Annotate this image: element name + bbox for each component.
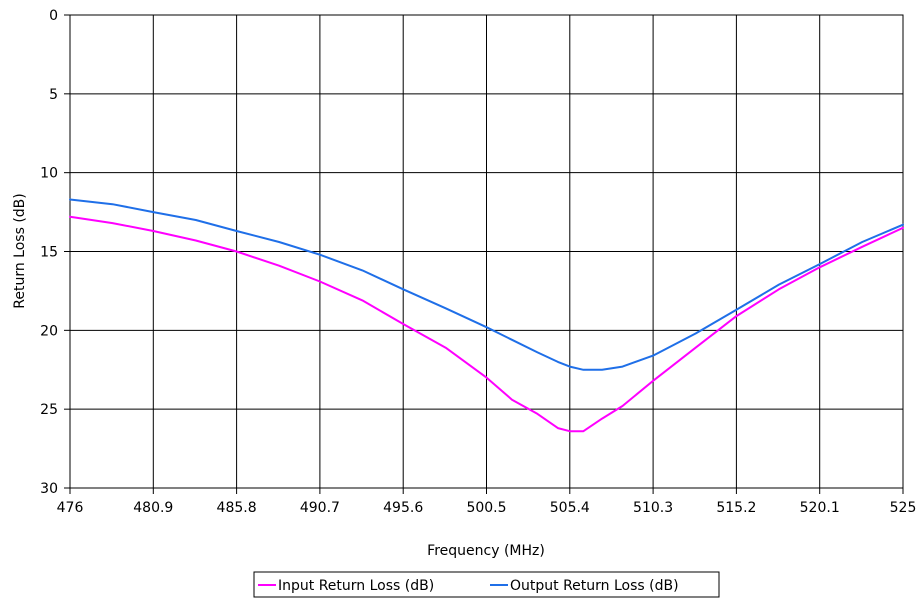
legend: Input Return Loss (dB) Output Return Loss… [253,571,720,598]
x-tick-label: 505.4 [550,500,590,516]
legend-label-output-return-loss: Output Return Loss (dB) [510,578,679,594]
series-lines [69,198,904,433]
series-line-output-return-loss [69,198,904,371]
x-tick-label: 480.9 [133,500,173,516]
legend-label-input-return-loss: Input Return Loss (dB) [278,578,434,594]
y-tick-label: 30 [40,481,58,497]
x-tick-label: 495.6 [383,500,423,516]
legend-box [253,571,720,598]
y-tick-label: 0 [49,8,58,24]
x-tick-label: 520.1 [800,500,840,516]
y-tick-label: 20 [40,323,58,339]
series-line-input-return-loss [69,215,904,433]
x-tick-label: 525 [890,500,917,516]
y-tick-label: 15 [40,245,58,261]
y-tick-label: 10 [40,166,58,182]
x-tick-label: 490.7 [300,500,340,516]
x-tick-label: 476 [57,500,84,516]
y-axis-title: Return Loss (dB) [12,193,28,308]
x-axis-ticks: 476 480.9 485.8 490.7 495.6 500.5 505.4 510.3 51… [57,488,917,516]
y-tick-label: 5 [49,87,58,103]
x-tick-label: 500.5 [466,500,506,516]
x-axis-title: Frequency (MHz) [427,543,545,559]
y-axis-ticks: 0 5 10 15 20 25 30 [40,8,70,497]
x-tick-label: 510.3 [633,500,673,516]
grid-lines [70,15,903,488]
y-tick-label: 25 [40,402,58,418]
x-tick-label: 485.8 [217,500,257,516]
x-tick-label: 515.2 [716,500,756,516]
